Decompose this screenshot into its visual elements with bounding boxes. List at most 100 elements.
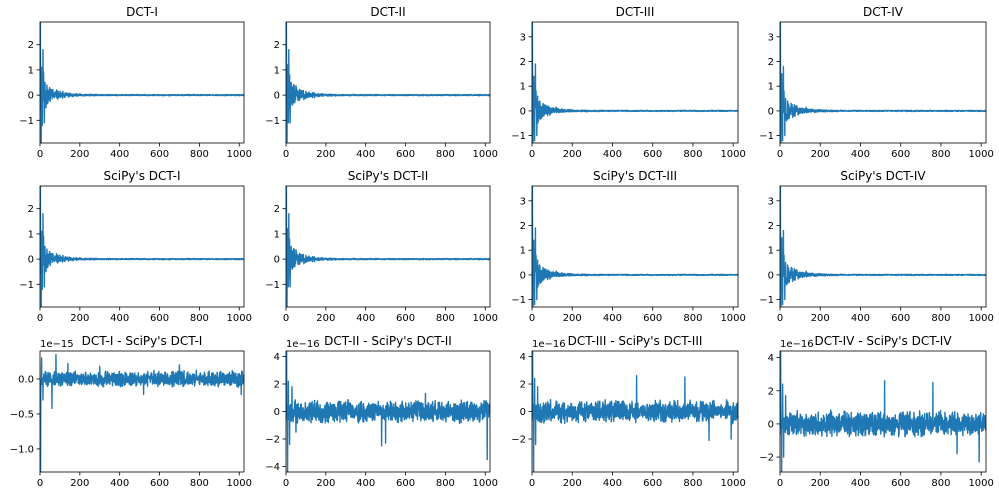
x-tick-label: 200 (70, 313, 89, 324)
x-tick-label: 600 (643, 149, 662, 160)
y-tick-label: 0 (520, 407, 526, 418)
x-tick-label: 0 (529, 478, 535, 489)
x-tick-label: 800 (683, 149, 702, 160)
y-tick-label: 2 (520, 57, 526, 68)
y-tick-label: 3 (520, 196, 526, 207)
subplot-title: SciPy's DCT-IV (840, 169, 926, 183)
y-tick-label: 1 (520, 82, 526, 93)
x-tick-label: 600 (396, 313, 415, 324)
x-tick-label: 0 (37, 313, 43, 324)
x-tick-label: 600 (891, 149, 910, 160)
series-line (780, 186, 986, 307)
x-tick-label: 800 (436, 478, 455, 489)
x-tick-label: 400 (110, 313, 129, 324)
y-tick-label: 2 (520, 221, 526, 232)
x-tick-label: 0 (777, 478, 783, 489)
x-tick-label: 800 (931, 478, 950, 489)
y-tick-label: 2 (274, 40, 280, 51)
subplot-title: DCT-II - SciPy's DCT-II (324, 334, 452, 348)
x-tick-label: 1000 (720, 478, 745, 489)
x-tick-label: 200 (811, 478, 830, 489)
x-tick-label: 1000 (226, 478, 251, 489)
subplot-12: 0 200 400 600 800 1000 −2 0 2 4 DCT-IV - SciPy's D… (759, 334, 994, 489)
x-tick-label: 400 (356, 149, 375, 160)
series-line (286, 22, 490, 143)
y-tick-label: 0 (520, 106, 526, 117)
y-tick-label: 2 (28, 204, 34, 215)
series-line (40, 186, 244, 307)
x-tick-label: 200 (316, 313, 335, 324)
y-tick-label: 0 (28, 255, 34, 266)
x-tick-label: 400 (603, 149, 622, 160)
y-tick-label: 1 (768, 82, 774, 93)
x-tick-label: 600 (891, 313, 910, 324)
y-tick-label: 2 (768, 221, 774, 232)
y-tick-label: 1 (274, 229, 280, 240)
subplot-9: 0 200 400 600 800 1000 −1.0 −0.5 0.0 DCT-I - SciP… (10, 334, 252, 489)
x-tick-label: 600 (643, 478, 662, 489)
x-tick-label: 400 (851, 478, 870, 489)
axis-offset-text: 1e−16 (532, 339, 566, 350)
subplot-title: DCT-IV (863, 5, 904, 19)
series-line (286, 186, 490, 307)
y-tick-label: 3 (768, 196, 774, 207)
x-tick-label: 0 (283, 478, 289, 489)
x-tick-label: 0 (777, 149, 783, 160)
y-tick-label: 3 (768, 32, 774, 43)
y-tick-label: −2 (265, 435, 280, 446)
axes-frame (39, 21, 245, 144)
axes-frame (779, 350, 987, 473)
x-tick-label: 1000 (226, 313, 251, 324)
y-tick-label: 4 (274, 352, 280, 363)
x-tick-label: 1000 (472, 313, 497, 324)
x-tick-label: 400 (851, 313, 870, 324)
y-tick-label: 1 (28, 65, 34, 76)
y-tick-label: 1 (28, 229, 34, 240)
y-tick-label: −1 (511, 295, 526, 306)
y-tick-label: −1 (511, 131, 526, 142)
y-tick-label: 0 (768, 270, 774, 281)
x-tick-label: 0 (529, 149, 535, 160)
x-tick-label: 400 (356, 478, 375, 489)
axes-frame (39, 185, 245, 308)
subplot-title: SciPy's DCT-III (593, 169, 677, 183)
x-tick-label: 200 (563, 313, 582, 324)
x-tick-label: 800 (436, 313, 455, 324)
x-tick-label: 600 (643, 313, 662, 324)
y-tick-label: 2 (768, 386, 774, 397)
x-tick-label: 800 (190, 478, 209, 489)
x-tick-label: 600 (150, 313, 169, 324)
x-tick-label: 600 (396, 478, 415, 489)
x-tick-label: 800 (683, 313, 702, 324)
x-tick-label: 0 (777, 313, 783, 324)
y-tick-label: 3 (520, 32, 526, 43)
y-tick-label: −1 (265, 116, 280, 127)
x-tick-label: 800 (683, 478, 702, 489)
y-tick-label: −2 (759, 453, 774, 464)
y-tick-label: 2 (274, 380, 280, 391)
subplot-6: 0 200 400 600 800 1000 −1 0 1 2 SciPy's DCT-II (265, 169, 498, 324)
axis-offset-text: 1e−15 (40, 339, 74, 350)
y-tick-label: −1 (19, 280, 34, 291)
x-tick-label: 1000 (720, 149, 745, 160)
y-tick-label: 0 (274, 255, 280, 266)
subplot-title: DCT-II (370, 5, 405, 19)
y-tick-label: 0 (768, 419, 774, 430)
x-tick-label: 400 (851, 149, 870, 160)
y-tick-label: −2 (511, 435, 526, 446)
y-tick-label: 1 (520, 246, 526, 257)
subplot-title: DCT-III - SciPy's DCT-III (568, 334, 703, 348)
y-tick-label: 0 (768, 106, 774, 117)
axes-frame (531, 185, 739, 308)
y-tick-label: −4 (265, 462, 280, 473)
y-tick-label: 2 (520, 380, 526, 391)
y-tick-label: −1.0 (10, 444, 34, 455)
x-tick-label: 200 (563, 478, 582, 489)
x-tick-label: 1000 (968, 478, 993, 489)
y-tick-label: −0.5 (10, 409, 34, 420)
subplot-5: 0 200 400 600 800 1000 −1 0 1 2 SciPy's DCT-I (19, 169, 252, 324)
subplot-title: DCT-IV - SciPy's DCT-IV (814, 334, 952, 348)
x-tick-label: 600 (396, 149, 415, 160)
